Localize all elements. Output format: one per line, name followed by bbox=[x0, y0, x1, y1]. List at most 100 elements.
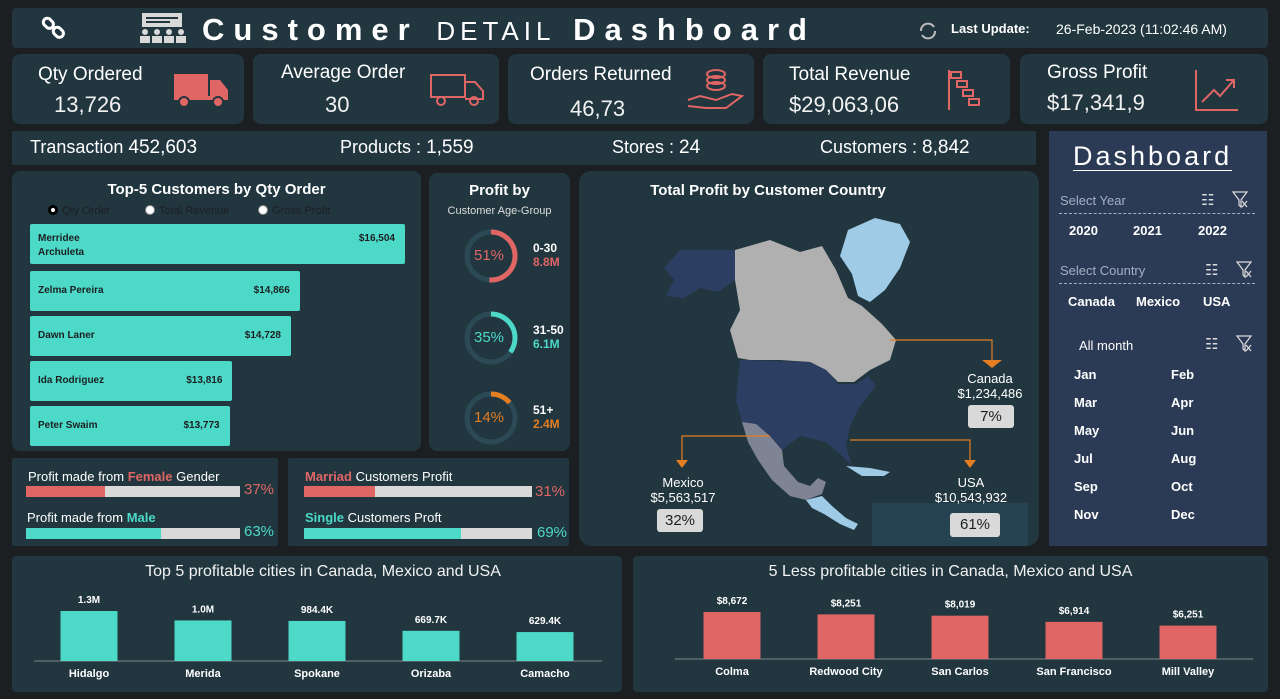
gauge-range: 0-30 bbox=[533, 241, 558, 255]
multiselect-icon[interactable]: ☷ bbox=[1201, 192, 1215, 209]
presentation-team-icon bbox=[140, 13, 186, 43]
filter-sidebar: Dashboard Select Year ☷ 2020 2021 2022 S… bbox=[1049, 131, 1267, 546]
married-pct: 31% bbox=[535, 483, 566, 500]
stat-label: Stores : bbox=[612, 137, 675, 157]
select-year-label: Select Year bbox=[1060, 193, 1126, 208]
year-2021-button[interactable]: 2021 bbox=[1133, 223, 1162, 238]
kpi-card-orders-returned: Orders Returned 46,73 bbox=[508, 54, 754, 124]
customer-value: $13,816 bbox=[186, 375, 223, 386]
radio-dot[interactable] bbox=[145, 205, 155, 215]
customer-bar[interactable]: Ida Rodriguez $13,816 bbox=[30, 361, 233, 401]
clear-filter-icon[interactable] bbox=[1236, 261, 1252, 279]
usa-shape[interactable] bbox=[736, 360, 876, 466]
stat-label: Customers : bbox=[820, 137, 918, 157]
coins-hand-icon bbox=[687, 69, 745, 109]
city-bar[interactable] bbox=[288, 620, 346, 661]
single-suffix: Customers Proft bbox=[344, 510, 442, 525]
usa-pct: 61% bbox=[950, 513, 1000, 537]
multiselect-icon[interactable]: ☷ bbox=[1205, 262, 1219, 279]
radio-dot-selected[interactable] bbox=[48, 205, 58, 215]
canada-shape[interactable] bbox=[730, 240, 896, 382]
refresh-icon[interactable] bbox=[917, 20, 939, 42]
central-america-shape[interactable] bbox=[806, 496, 858, 530]
month-mar-button[interactable]: Mar bbox=[1074, 395, 1098, 410]
divider bbox=[1059, 283, 1255, 284]
mexico-shape[interactable] bbox=[742, 422, 826, 500]
caribbean-shape[interactable] bbox=[846, 466, 890, 476]
month-jan-button[interactable]: Jan bbox=[1074, 367, 1097, 382]
kpi-label: Orders Returned bbox=[530, 64, 672, 85]
divider bbox=[1059, 213, 1255, 214]
female-label: Profit made from Female Gender bbox=[28, 469, 220, 484]
clear-filter-icon[interactable] bbox=[1232, 191, 1248, 209]
male-word: Male bbox=[126, 510, 156, 525]
stat-products: Products : 1,559 bbox=[340, 137, 474, 159]
month-nov-button[interactable]: Nov bbox=[1074, 507, 1099, 522]
country-usa-button[interactable]: USA bbox=[1203, 294, 1231, 309]
month-feb-button[interactable]: Feb bbox=[1171, 367, 1195, 382]
month-apr-button[interactable]: Apr bbox=[1171, 395, 1194, 410]
month-may-button[interactable]: May bbox=[1074, 423, 1100, 438]
north-america-map[interactable] bbox=[600, 210, 1030, 540]
alaska-shape[interactable] bbox=[664, 250, 735, 298]
gauge-arc bbox=[464, 311, 518, 365]
top-cities-title: Top 5 profitable cities in Canada, Mexic… bbox=[145, 563, 501, 580]
customer-bar[interactable]: Merridee Archuleta $16,504 bbox=[30, 224, 405, 264]
radio-qty-order[interactable]: Qty Order bbox=[48, 205, 110, 217]
multiselect-icon[interactable]: ☷ bbox=[1205, 336, 1219, 353]
clear-filter-icon[interactable] bbox=[1236, 335, 1252, 353]
male-prefix: Profit made from bbox=[27, 510, 127, 525]
city-bar[interactable] bbox=[516, 632, 574, 661]
year-2022-button[interactable]: 2022 bbox=[1198, 223, 1227, 238]
city-name-label: Orizaba bbox=[411, 668, 452, 680]
city-bar[interactable] bbox=[60, 611, 118, 661]
city-bar[interactable] bbox=[817, 614, 875, 659]
city-name-label: Mill Valley bbox=[1162, 666, 1215, 678]
stat-stores: Stores : 24 bbox=[612, 137, 700, 159]
gauge-range: 51+ bbox=[533, 403, 554, 417]
link-icon[interactable] bbox=[40, 14, 70, 42]
month-jun-button[interactable]: Jun bbox=[1171, 423, 1195, 438]
month-jul-button[interactable]: Jul bbox=[1074, 451, 1093, 466]
city-bar[interactable] bbox=[1045, 621, 1103, 659]
married-suffix: Customers Profit bbox=[351, 469, 453, 484]
month-oct-button[interactable]: Oct bbox=[1171, 479, 1193, 494]
kpi-value: 46,73 bbox=[570, 96, 626, 121]
canada-value: $1,234,486 bbox=[957, 386, 1023, 401]
city-bar[interactable] bbox=[1159, 625, 1217, 659]
kpi-label: Gross Profit bbox=[1047, 62, 1148, 83]
month-dec-button[interactable]: Dec bbox=[1171, 507, 1195, 522]
year-2020-button[interactable]: 2020 bbox=[1069, 223, 1098, 238]
top-cities-chart: 1.3M Hidalgo 1.0M Merida 984.4K Spokane 669.7K… bbox=[34, 595, 602, 680]
country-canada-button[interactable]: Canada bbox=[1068, 294, 1115, 309]
stat-value: 1,559 bbox=[426, 137, 474, 158]
city-bar[interactable] bbox=[174, 620, 232, 661]
all-month-label: All month bbox=[1079, 338, 1134, 353]
greenland-shape[interactable] bbox=[840, 218, 910, 302]
male-bar-fill bbox=[26, 528, 161, 539]
customer-bar[interactable]: Peter Swaim $13,773 bbox=[30, 406, 230, 446]
radio-gross-profit[interactable]: Gross Profit bbox=[258, 205, 330, 217]
country-mexico-button[interactable]: Mexico bbox=[1136, 294, 1181, 309]
month-aug-button[interactable]: Aug bbox=[1171, 451, 1197, 466]
radio-label: Total Revenue bbox=[159, 205, 230, 217]
radio-total-revenue[interactable]: Total Revenue bbox=[145, 205, 229, 217]
single-word: Single bbox=[305, 510, 345, 525]
city-value-label: $8,251 bbox=[831, 598, 862, 609]
title-part-b: Detail bbox=[436, 16, 556, 46]
city-value-label: $8,019 bbox=[945, 600, 976, 611]
city-bar[interactable] bbox=[703, 612, 761, 659]
city-bar[interactable] bbox=[402, 630, 460, 661]
stats-bar: Transaction 452,603 Products : 1,559 Sto… bbox=[12, 131, 1036, 165]
customer-bar[interactable]: Zelma Pereira $14,866 bbox=[30, 271, 300, 311]
page-title: Customer Detail Dashboard bbox=[202, 12, 816, 48]
usa-callout-line bbox=[850, 439, 971, 462]
mexico-pct: 32% bbox=[657, 509, 703, 532]
month-sep-button[interactable]: Sep bbox=[1074, 479, 1098, 494]
city-bar[interactable] bbox=[931, 615, 989, 659]
customer-bar[interactable]: Dawn Laner $14,728 bbox=[30, 316, 291, 356]
kpi-value: $29,063,06 bbox=[789, 92, 900, 117]
kpi-label: Qty Ordered bbox=[38, 64, 143, 85]
usa-arrow bbox=[964, 460, 976, 468]
radio-dot[interactable] bbox=[258, 205, 268, 215]
